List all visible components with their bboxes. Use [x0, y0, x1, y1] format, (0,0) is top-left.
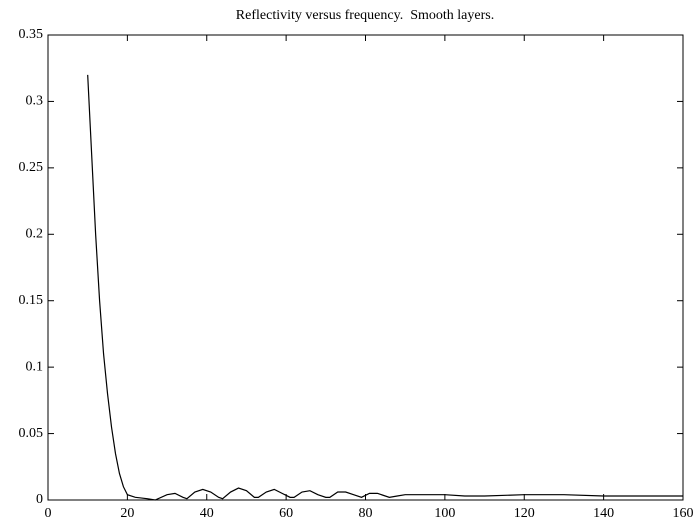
y-tick-label: 0.35 — [19, 27, 44, 42]
line — [87, 74, 683, 501]
y-tick-label: 0.2 — [26, 227, 44, 242]
y-tick-label: 0.3 — [26, 94, 44, 109]
y-tick-label: 0 — [36, 492, 43, 507]
x-tick-label: 100 — [434, 506, 455, 521]
x-tick-label: 140 — [593, 506, 614, 521]
x-tick-label: 80 — [359, 506, 373, 521]
x-tick-label: 0 — [45, 506, 52, 521]
x-tick-label: 40 — [200, 506, 214, 521]
plot-frame — [47, 34, 684, 501]
x-tick-label: 20 — [120, 506, 134, 521]
y-tick-label: 0.1 — [26, 359, 44, 374]
y-tick-label: 0.15 — [19, 293, 44, 308]
chart-title: Reflectivity versus frequency. Smooth la… — [236, 8, 494, 23]
y-tick-label: 0.05 — [19, 426, 44, 441]
x-tick-label: 60 — [279, 506, 293, 521]
y-tick-label: 0.25 — [19, 160, 44, 175]
x-tick-label: 120 — [514, 506, 535, 521]
x-tick-label: 160 — [673, 506, 693, 521]
